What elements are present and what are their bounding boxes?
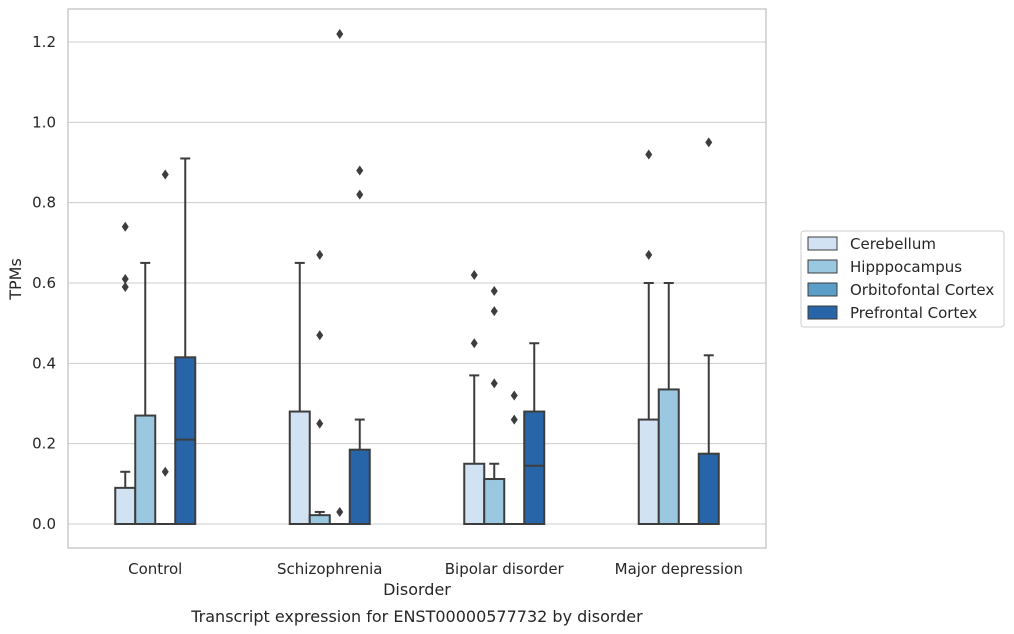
box-body xyxy=(483,478,506,526)
x-tick-label: Control xyxy=(128,560,182,578)
outlier-point xyxy=(645,249,653,260)
y-tick-label: 1.2 xyxy=(32,33,56,51)
box-body xyxy=(637,418,660,525)
box-hipppocampus xyxy=(308,249,331,526)
legend-swatch xyxy=(807,305,838,320)
box-prefrontal-cortex xyxy=(697,137,720,526)
box-orbitofontal-cortex xyxy=(329,28,350,525)
outlier-point xyxy=(470,338,478,349)
outlier-point xyxy=(316,330,324,341)
outlier-point xyxy=(645,149,653,160)
box-orbitofontal-cortex xyxy=(155,169,176,525)
box-cerebellum xyxy=(637,149,660,525)
box-prefrontal-cortex xyxy=(348,165,371,525)
outlier-point xyxy=(316,418,324,429)
legend-label: Orbitofontal Cortex xyxy=(850,281,994,299)
box-body xyxy=(308,514,331,526)
box-body xyxy=(174,356,197,525)
y-tick-label: 1.0 xyxy=(32,113,56,131)
legend-frame xyxy=(800,230,1005,328)
outlier-point xyxy=(336,28,344,39)
outlier-point xyxy=(490,286,498,297)
box-body xyxy=(288,410,311,526)
outlier-point xyxy=(121,221,129,232)
box-body xyxy=(134,414,157,525)
box-hipppocampus xyxy=(134,261,157,525)
box-prefrontal-cortex xyxy=(174,157,197,525)
outlier-point xyxy=(161,169,169,180)
box-body xyxy=(657,388,680,525)
legend-label: Prefrontal Cortex xyxy=(850,304,977,322)
box-prefrontal-cortex xyxy=(523,342,546,526)
outlier-point xyxy=(510,414,518,425)
y-tick-label: 0.0 xyxy=(32,515,56,533)
box-cerebellum xyxy=(114,221,137,525)
legend-swatch xyxy=(807,282,838,297)
y-axis-label: TPMs xyxy=(6,258,25,301)
outlier-point xyxy=(490,306,498,317)
outlier-point xyxy=(510,390,518,401)
boxes xyxy=(114,28,720,526)
y-tick-label: 0.8 xyxy=(32,194,56,212)
legend-label: Hipppocampus xyxy=(850,258,962,276)
y-tick-label: 0.4 xyxy=(32,354,56,372)
legend-label: Cerebellum xyxy=(850,235,936,253)
plot-area xyxy=(67,8,767,549)
x-axis-label: Disorder xyxy=(383,580,451,599)
outlier-point xyxy=(705,137,713,148)
outlier-point xyxy=(490,378,498,389)
chart-title: Transcript expression for ENST0000057773… xyxy=(190,607,643,626)
x-tick-label: Major depression xyxy=(615,560,743,578)
outlier-point xyxy=(121,273,129,284)
box-hipppocampus xyxy=(483,286,506,526)
box-body xyxy=(697,452,720,526)
outlier-point xyxy=(356,165,364,176)
outlier-point xyxy=(470,269,478,280)
legend-swatch xyxy=(807,236,838,251)
legend-swatch xyxy=(807,259,838,274)
y-axis-ticks: 0.0 0.2 0.4 0.6 0.8 1.0 1.2 xyxy=(32,33,56,533)
box-body xyxy=(348,448,371,525)
box-cerebellum xyxy=(463,269,486,526)
box-cerebellum xyxy=(288,261,311,526)
y-tick-label: 0.2 xyxy=(32,435,56,453)
box-body xyxy=(523,410,546,526)
outlier-point xyxy=(161,466,169,477)
outlier-point xyxy=(121,282,129,293)
outlier-point xyxy=(356,189,364,200)
box-body xyxy=(114,486,137,525)
box-body xyxy=(463,462,486,526)
outlier-point xyxy=(316,249,324,260)
box-hipppocampus xyxy=(657,281,680,525)
y-tick-label: 0.6 xyxy=(32,274,56,292)
x-tick-label: Bipolar disorder xyxy=(445,560,565,578)
legend: Cerebellum Hipppocampus Orbitofontal Corte… xyxy=(800,230,1005,328)
box-orbitofontal-cortex xyxy=(504,390,525,525)
x-tick-label: Schizophrenia xyxy=(277,560,382,578)
outlier-point xyxy=(336,506,344,517)
x-axis-ticks: Control Schizophrenia Bipolar disorder Majo… xyxy=(128,560,743,578)
